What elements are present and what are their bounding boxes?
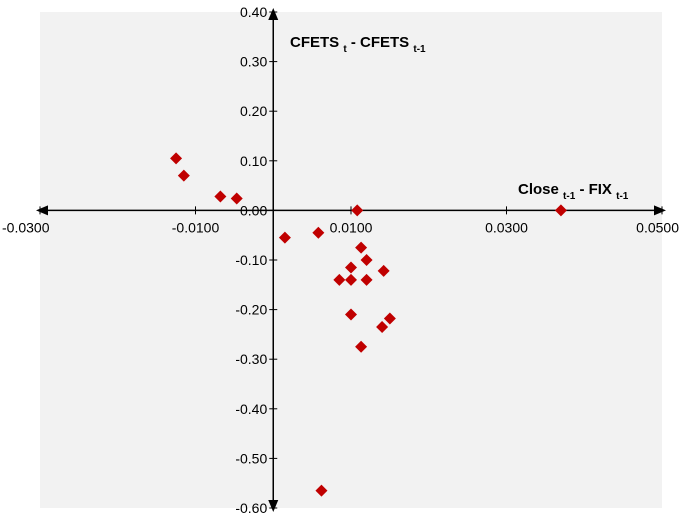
data-point bbox=[355, 340, 368, 353]
y-tick-label: 0.20 bbox=[240, 103, 267, 119]
y-tick-label: -0.60 bbox=[235, 500, 267, 516]
data-point bbox=[376, 320, 389, 333]
plot-area bbox=[40, 12, 662, 508]
data-point bbox=[312, 226, 325, 239]
y-tick-label: -0.50 bbox=[235, 450, 267, 466]
y-axis-arrow-bottom bbox=[268, 500, 279, 512]
y-tick-label: -0.10 bbox=[235, 252, 267, 268]
x-tick-label: 0.0300 bbox=[485, 219, 528, 235]
data-point bbox=[278, 231, 291, 244]
data-point bbox=[383, 312, 396, 325]
x-axis-arrow-right bbox=[654, 205, 666, 216]
data-point bbox=[315, 484, 328, 497]
y-tick-label: -0.30 bbox=[235, 351, 267, 367]
data-point bbox=[360, 273, 373, 286]
data-point bbox=[170, 152, 183, 165]
tick-labels: -0.0300 -0.0100 0.0100 0.0300 0.0500 0.40 0.30… bbox=[2, 4, 679, 516]
x-axis-arrow-left bbox=[36, 205, 48, 216]
y-tick-label: 0.40 bbox=[240, 4, 267, 20]
data-point bbox=[230, 192, 243, 205]
y-tick-label: 0.10 bbox=[240, 153, 267, 169]
data-point bbox=[345, 308, 357, 321]
x-tick-label: 0.0100 bbox=[330, 219, 373, 235]
y-tick-label: -0.20 bbox=[235, 302, 267, 318]
x-axis-title: Close t-1 - FIX t-1 bbox=[518, 181, 629, 203]
data-point bbox=[355, 241, 368, 254]
y-tick-label: -0.40 bbox=[235, 401, 267, 417]
y-axis-title: CFETS t - CFETS t-1 bbox=[290, 34, 426, 56]
data-point bbox=[333, 273, 346, 286]
data-point bbox=[377, 264, 390, 277]
data-point bbox=[351, 204, 364, 217]
x-tick-label: -0.0300 bbox=[2, 219, 50, 235]
y-tick-label: 0.30 bbox=[240, 54, 267, 70]
y-axis-arrow-top bbox=[268, 8, 279, 20]
y-tick-label: 0.00 bbox=[240, 202, 267, 218]
data-point bbox=[177, 169, 190, 182]
data-point bbox=[345, 261, 357, 274]
data-point bbox=[360, 254, 373, 266]
x-tick-label: 0.0500 bbox=[636, 219, 679, 235]
x-tick-label: -0.0100 bbox=[172, 219, 220, 235]
data-points bbox=[170, 152, 567, 497]
data-point bbox=[554, 204, 567, 217]
data-point bbox=[214, 190, 227, 203]
data-point bbox=[345, 273, 357, 286]
